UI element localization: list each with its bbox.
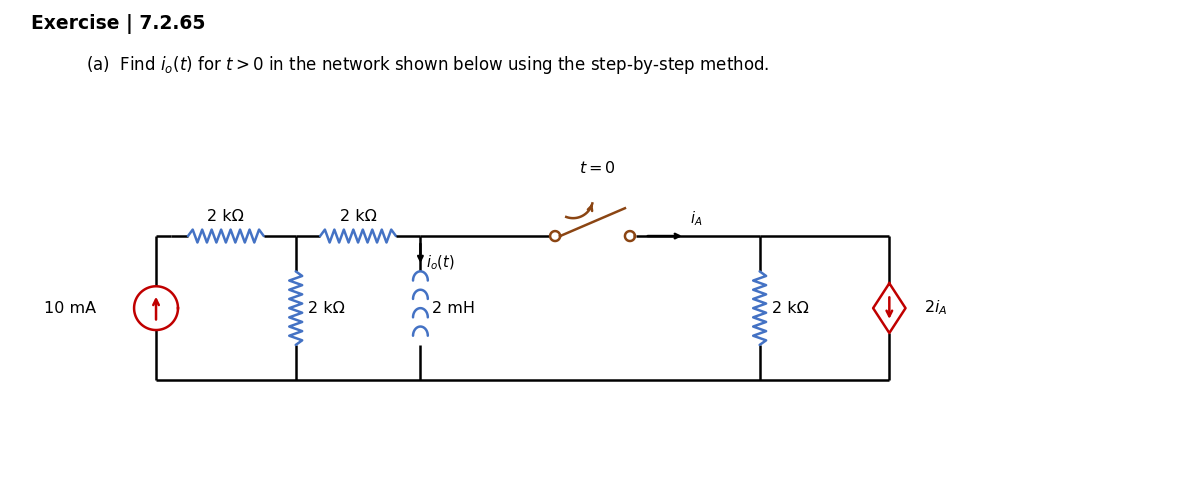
Text: 2 mH: 2 mH [432,300,475,316]
Text: 2 kΩ: 2 kΩ [208,209,245,224]
Text: 2 kΩ: 2 kΩ [307,300,344,316]
Text: $2i_A$: $2i_A$ [924,299,948,318]
Text: $i_A$: $i_A$ [690,209,702,228]
Text: $t = 0$: $t = 0$ [580,161,616,176]
Text: (a)  Find $i_o(t)$ for $t > 0$ in the network shown below using the step-by-step: (a) Find $i_o(t)$ for $t > 0$ in the net… [86,54,769,76]
Text: 2 kΩ: 2 kΩ [340,209,377,224]
Text: Exercise | 7.2.65: Exercise | 7.2.65 [31,14,205,34]
Text: $i_o(t)$: $i_o(t)$ [426,254,455,273]
Text: 10 mA: 10 mA [44,300,96,316]
Text: 2 kΩ: 2 kΩ [772,300,809,316]
